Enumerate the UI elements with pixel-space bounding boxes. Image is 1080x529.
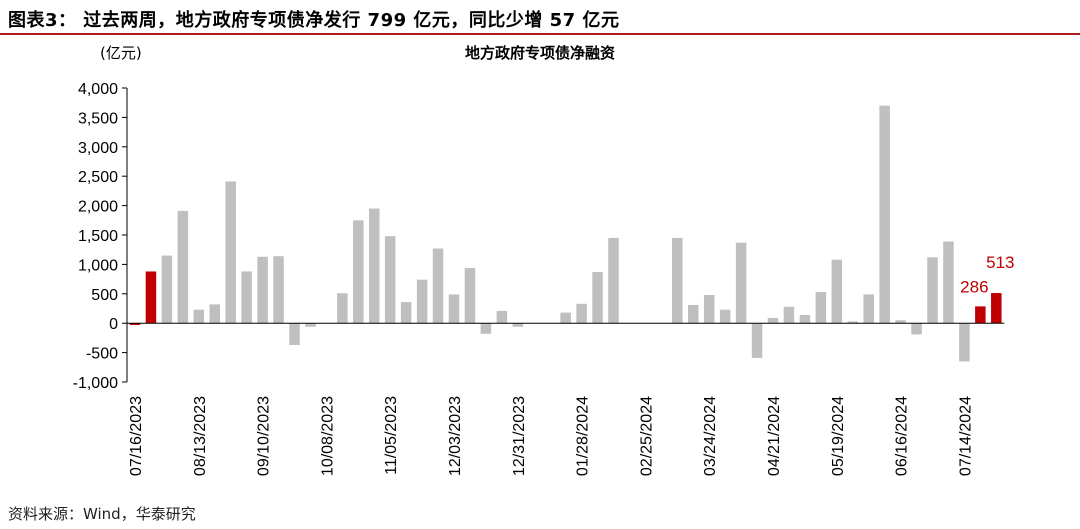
bar <box>384 236 396 324</box>
bar <box>576 303 587 324</box>
y-axis: -1,000 -500 0 500 1,000 1,500 2,000 2,500 3,000 3… <box>73 81 128 392</box>
bar-highlight <box>145 271 157 324</box>
bars <box>129 105 1002 362</box>
bar <box>672 237 683 324</box>
x-tick-label: 10/08/2023 <box>319 396 336 476</box>
bar <box>416 279 428 324</box>
y-tick-label: 500 <box>91 287 118 304</box>
bar <box>879 105 890 324</box>
bar <box>688 304 699 324</box>
bar <box>767 317 779 324</box>
bar <box>400 302 412 324</box>
bar <box>959 323 970 362</box>
bar <box>863 294 874 324</box>
x-tick-label: 01/28/2024 <box>575 396 592 476</box>
x-tick-label: 12/03/2023 <box>447 396 464 476</box>
bar <box>241 271 252 324</box>
bar <box>225 181 236 324</box>
x-tick-label: 09/10/2023 <box>256 396 273 476</box>
bar <box>177 210 189 324</box>
y-tick-label: -1,000 <box>73 375 118 392</box>
x-tick-label: 12/31/2023 <box>511 396 528 476</box>
bar <box>560 312 571 324</box>
bar <box>448 294 460 324</box>
x-tick-label: 02/25/2024 <box>638 396 655 476</box>
bar <box>911 323 922 335</box>
x-tick-label: 05/19/2024 <box>830 396 847 476</box>
bar <box>608 237 619 324</box>
bar <box>815 292 827 324</box>
bar-highlight <box>129 323 141 325</box>
y-tick-label: 3,000 <box>78 140 118 157</box>
bar <box>512 323 524 327</box>
x-tick-label: 03/24/2024 <box>702 396 719 476</box>
x-tick-label: 07/16/2023 <box>128 396 145 476</box>
chart-title: 地方政府专项债净融资 <box>464 44 615 62</box>
x-tick-label: 06/16/2024 <box>894 396 911 476</box>
bar <box>943 241 954 324</box>
bar <box>209 304 220 324</box>
bar <box>289 323 300 345</box>
x-tick-label: 11/05/2023 <box>383 396 400 475</box>
y-tick-label: 3,500 <box>78 110 118 127</box>
x-tick-label: 07/14/2024 <box>957 396 974 476</box>
y-tick-label: 0 <box>109 316 118 333</box>
title-rule <box>0 33 1080 35</box>
bar <box>751 323 763 358</box>
bar <box>783 306 795 324</box>
bar <box>927 257 938 324</box>
bar <box>895 320 906 324</box>
bar <box>369 208 380 324</box>
bar <box>831 259 843 324</box>
y-tick-label: 1,000 <box>78 257 118 274</box>
bar <box>847 321 858 324</box>
y-tick-label: 2,000 <box>78 199 118 216</box>
bar <box>353 220 364 324</box>
figure-title: 图表3： 过去两周，地方政府专项债净发行 799 亿元，同比少增 57 亿元 <box>8 10 620 31</box>
bar <box>464 267 476 324</box>
bar <box>592 272 603 324</box>
bar <box>799 314 811 324</box>
bar <box>273 256 284 324</box>
y-tick-label: 2,500 <box>78 169 118 186</box>
y-unit-label: (亿元) <box>100 44 142 62</box>
bar <box>193 309 205 324</box>
y-tick-label: -500 <box>86 346 118 363</box>
data-label: 513 <box>986 253 1014 272</box>
bar <box>432 248 444 324</box>
source-note: 资料来源：Wind，华泰研究 <box>8 505 196 523</box>
x-tick-label: 04/21/2024 <box>766 396 783 476</box>
y-tick-label: 1,500 <box>78 228 118 245</box>
bar <box>480 323 492 334</box>
bar <box>161 255 173 324</box>
x-axis: 07/16/2023 08/13/2023 09/10/2023 10/08/2023… <box>127 322 1005 476</box>
x-tick-label: 08/13/2023 <box>192 396 209 476</box>
bar <box>703 294 715 324</box>
bar <box>719 309 731 324</box>
bar-highlight <box>991 293 1002 324</box>
bar-highlight <box>975 306 986 324</box>
bar <box>496 310 508 324</box>
y-tick-label: 4,000 <box>78 81 118 98</box>
bar <box>305 323 316 327</box>
bar <box>337 293 348 324</box>
bar <box>735 242 747 324</box>
data-label: 286 <box>960 277 988 296</box>
bar <box>257 256 268 324</box>
